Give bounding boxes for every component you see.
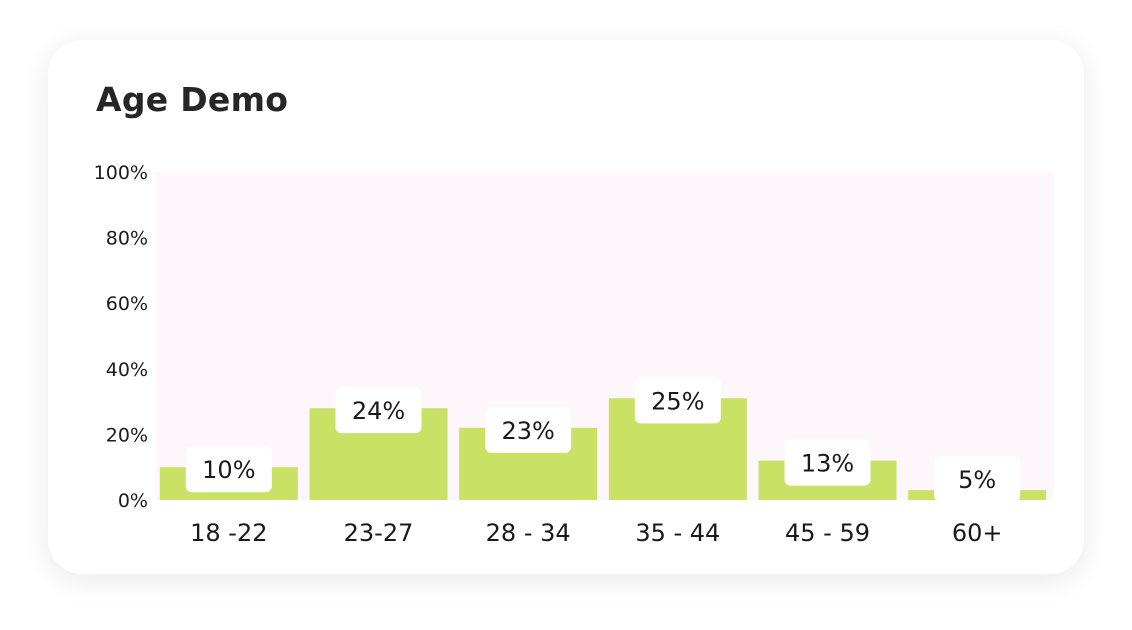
x-category-label: 23-27	[344, 519, 414, 547]
x-category-label: 35 - 44	[635, 519, 720, 547]
data-label-box	[934, 456, 1021, 502]
plot-background	[156, 172, 1054, 500]
data-label: 24%	[352, 397, 405, 425]
data-label: 5%	[958, 466, 996, 494]
data-label-box	[185, 446, 272, 493]
data-label: 25%	[651, 387, 704, 415]
data-label-box	[634, 377, 721, 424]
y-tick-label: 20%	[106, 424, 148, 446]
x-axis-labels: 18 -22 23-27 28 - 34 35 - 44 45 - 59 60+	[190, 519, 1002, 547]
data-label: 13%	[801, 450, 854, 478]
age-demo-chart: 0% 20% 40% 60% 80% 100% 10% 24% 23% 25% 13% 5% 18 …	[94, 162, 1054, 547]
x-category-label: 45 - 59	[785, 519, 870, 547]
data-label-box	[335, 387, 422, 434]
y-axis-ticks: 0% 20% 40% 60% 80% 100%	[94, 162, 148, 512]
data-label: 10%	[202, 456, 255, 484]
data-label: 23%	[501, 417, 554, 445]
y-tick-label: 0%	[118, 490, 148, 512]
age-demo-card: Age Demo 0% 20% 40% 60% 80% 100% 10% 24% 23% 25%…	[48, 40, 1084, 574]
y-tick-label: 60%	[106, 293, 148, 315]
y-tick-label: 40%	[106, 359, 148, 381]
x-category-label: 60+	[952, 519, 1003, 547]
x-category-label: 28 - 34	[486, 519, 571, 547]
data-label-box	[485, 406, 572, 453]
data-label-box	[784, 439, 871, 486]
y-tick-label: 80%	[106, 228, 148, 250]
card-title: Age Demo	[96, 80, 289, 119]
x-category-label: 18 -22	[190, 519, 267, 547]
data-labels-group: 10% 24% 23% 25% 13% 5%	[185, 377, 1021, 502]
y-tick-label: 100%	[94, 162, 148, 184]
